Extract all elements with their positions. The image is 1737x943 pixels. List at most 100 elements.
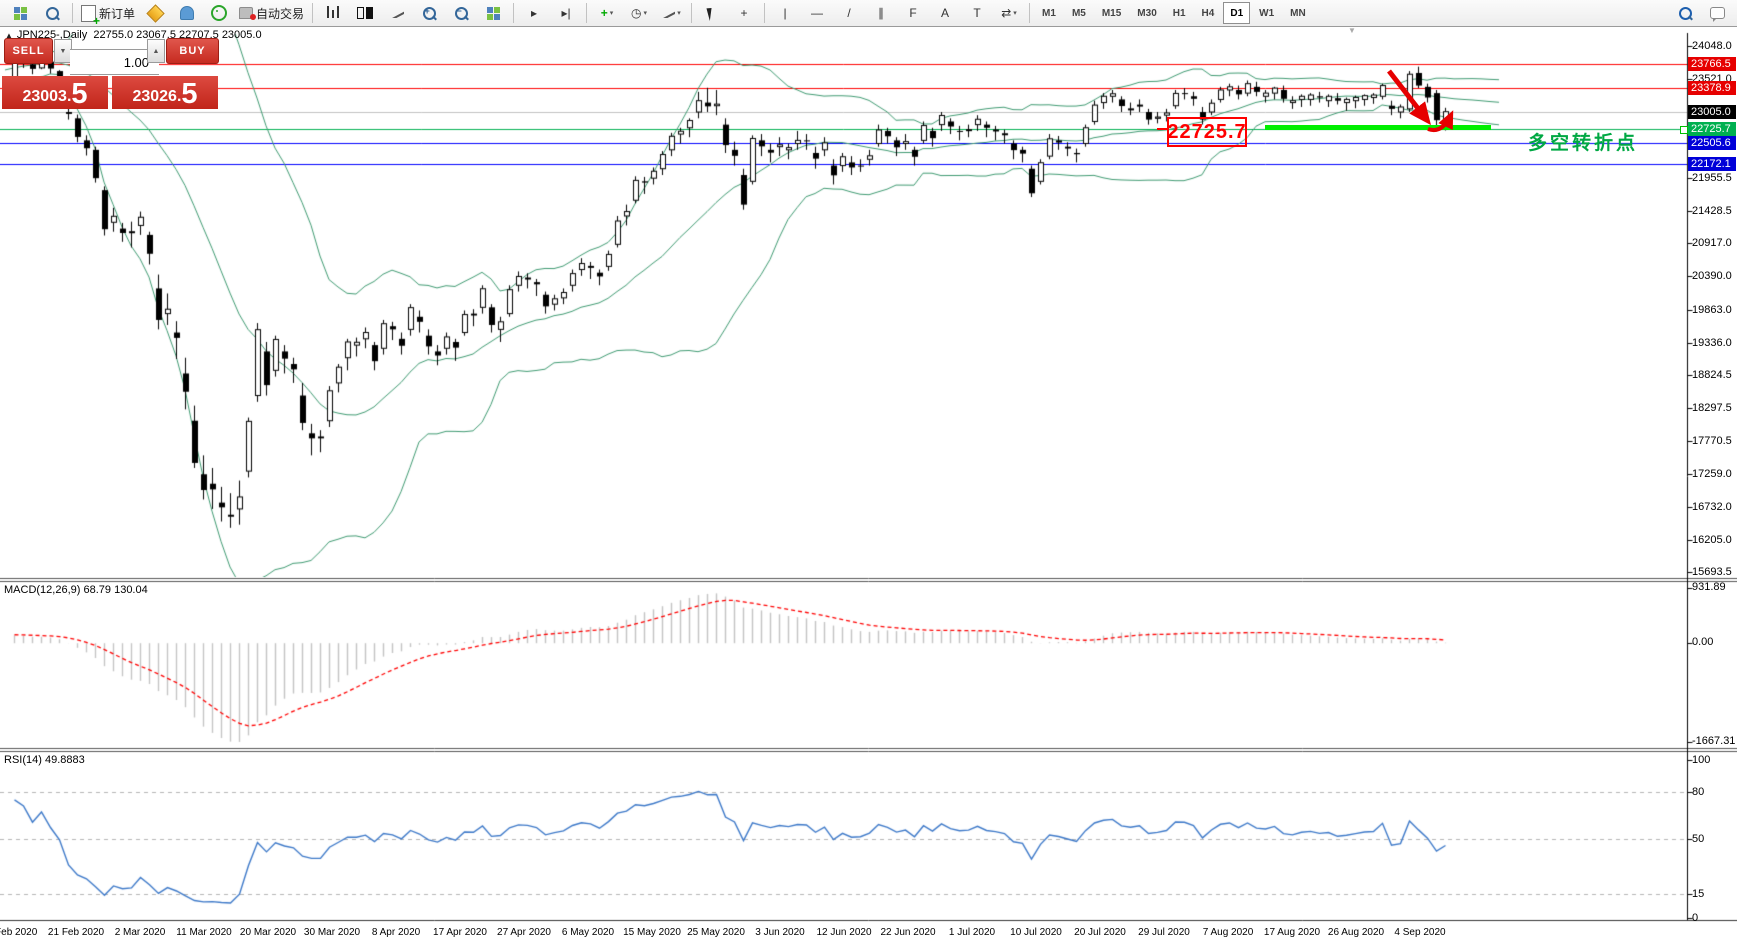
- date-axis-label: 21 Feb 2020: [47, 927, 105, 938]
- price-axis-tick: 17259.0: [1692, 467, 1732, 480]
- date-axis-label: 1 Jul 2020: [948, 927, 996, 938]
- macd-axis-min: -1667.31: [1692, 735, 1736, 747]
- price-axis-tick: 19863.0: [1692, 303, 1732, 316]
- date-axis-label: 12 Jun 2020: [816, 927, 872, 938]
- panel-collapse-icon[interactable]: ▲: [5, 31, 13, 40]
- trendline-button[interactable]: /: [834, 1, 864, 25]
- fibonacci-button[interactable]: F: [898, 1, 928, 25]
- date-axis-label: 8 Apr 2020: [371, 927, 421, 938]
- down-arrow: [1387, 69, 1431, 126]
- date-axis-label: 6 May 2020: [561, 927, 615, 938]
- clock-icon: ◷: [631, 6, 642, 20]
- autotrading-label: 自动交易: [256, 6, 305, 21]
- buy-button[interactable]: BUY: [166, 38, 219, 64]
- date-axis-label: 2 Feb 2020: [0, 927, 38, 938]
- buy-price-display[interactable]: 23026. 5: [112, 76, 218, 109]
- timeframe-M15[interactable]: M15: [1101, 7, 1122, 19]
- macd-axis-zero: 0.00: [1692, 636, 1714, 648]
- text-button[interactable]: A: [930, 1, 960, 25]
- toolbar-separator: [586, 3, 588, 23]
- chart-title-row: ▲ JPN225-,Daily 22755.0 23067.5 22707.5 2…: [5, 29, 262, 41]
- rsi-axis-tick: 50: [1692, 833, 1705, 845]
- tile-windows-button[interactable]: [478, 1, 508, 25]
- timeframe-D1[interactable]: D1: [1223, 2, 1251, 24]
- autotrading-icon: [239, 7, 257, 20]
- timeframe-H4[interactable]: H4: [1201, 7, 1215, 19]
- bar-chart-button[interactable]: [318, 1, 348, 25]
- cursor-icon: [706, 5, 719, 21]
- sell-price-big-digit: 5: [71, 78, 88, 110]
- vline-button[interactable]: |: [770, 1, 800, 25]
- chat-button[interactable]: [1702, 1, 1732, 25]
- text-icon: A: [941, 6, 950, 20]
- new-chart-button[interactable]: [5, 1, 35, 25]
- sell-price-display[interactable]: 23003. 5: [2, 76, 108, 109]
- indicators-button[interactable]: + ▾: [592, 1, 622, 25]
- rsi-value: 49.8883: [44, 754, 85, 766]
- new-order-button[interactable]: 新订单: [78, 1, 138, 26]
- horizontal-line-icon: —: [811, 6, 824, 20]
- sell-button[interactable]: SELL: [4, 38, 53, 64]
- line-chart-button[interactable]: [382, 1, 412, 25]
- price-axis-tick: 17770.5: [1692, 435, 1732, 448]
- chart-shift-button[interactable]: ▸|: [551, 1, 581, 25]
- metaeditor-button[interactable]: [140, 1, 170, 25]
- mql5-community-icon: [180, 6, 195, 20]
- mql5-button[interactable]: [172, 1, 202, 25]
- rsi-axis-tick: 80: [1692, 785, 1705, 798]
- volume-decrease-button[interactable]: ▼: [54, 39, 72, 63]
- dropdown-icon: ▾: [677, 10, 681, 17]
- zoom-in-button[interactable]: +: [414, 1, 444, 25]
- price-axis-tick: 16205.0: [1692, 534, 1732, 547]
- timeframe-group: M1 M5 M15 M30 H1 H4 D1 W1 MN: [1034, 2, 1314, 24]
- arrows-button[interactable]: ⇄ ▾: [994, 1, 1024, 25]
- toolbar: 新订单 自动交易 + − ▸ ▸| +▾ ◷▾ ▾ + | — / ∥ F A …: [0, 0, 1737, 27]
- text-label-button[interactable]: T: [962, 1, 992, 25]
- search-button[interactable]: [1670, 1, 1700, 25]
- price-chart-canvas[interactable]: [0, 28, 1737, 943]
- hline-button[interactable]: —: [802, 1, 832, 25]
- crosshair-button[interactable]: +: [729, 1, 759, 25]
- volume-input[interactable]: [70, 49, 159, 75]
- dropdown-icon: ▾: [643, 10, 648, 17]
- timeframe-MN[interactable]: MN: [1290, 7, 1306, 19]
- timeframe-M1[interactable]: M1: [1042, 7, 1056, 19]
- toolbar-separator: [312, 3, 314, 23]
- cursor-button[interactable]: [697, 1, 727, 25]
- price-axis-tick: 15693.5: [1692, 566, 1732, 579]
- trend-arrows-drawing[interactable]: [1370, 58, 1480, 158]
- zoom-out-button[interactable]: −: [446, 1, 476, 25]
- chart-shift-icon: ▸|: [561, 6, 571, 20]
- timeframe-H1[interactable]: H1: [1172, 7, 1186, 19]
- one-click-trading-panel: SELL ▼ ▲ BUY 23003.5 23026.5: [2, 38, 219, 109]
- price-note-connector: [1157, 128, 1167, 130]
- trendline-endpoint-marker[interactable]: [1680, 126, 1688, 134]
- line-chart-icon: [390, 8, 404, 18]
- volume-increase-button[interactable]: ▲: [147, 39, 165, 63]
- autotrading-button[interactable]: 自动交易: [236, 1, 307, 25]
- timeframe-M5[interactable]: M5: [1071, 7, 1086, 19]
- auto-scroll-button[interactable]: ▸: [519, 1, 549, 25]
- timeframe-W1[interactable]: W1: [1259, 7, 1275, 19]
- price-note-box[interactable]: 22725.7: [1167, 117, 1247, 147]
- support-highlight-line[interactable]: [1265, 125, 1491, 130]
- signals-button[interactable]: [204, 1, 234, 25]
- chart-shift-marker-icon[interactable]: ▼: [1348, 26, 1356, 35]
- date-axis-label: 10 Jul 2020: [1010, 927, 1062, 938]
- bar-chart-icon: [326, 5, 341, 21]
- buy-price-main: 23026: [132, 88, 177, 105]
- price-badge: 23378.9: [1688, 81, 1736, 96]
- fibonacci-icon: F: [909, 6, 917, 20]
- dropdown-icon: ▾: [609, 10, 614, 17]
- buy-price-big-digit: 5: [181, 78, 198, 110]
- timeframe-M30[interactable]: M30: [1137, 7, 1157, 19]
- periods-button[interactable]: ◷ ▾: [624, 1, 654, 25]
- rsi-axis-tick: 0: [1692, 912, 1699, 924]
- templates-button[interactable]: ▾: [656, 1, 686, 25]
- candle-chart-button[interactable]: [350, 1, 380, 25]
- profiles-button[interactable]: [37, 1, 67, 25]
- sell-price-main: 23003: [22, 88, 67, 105]
- channel-button[interactable]: ∥: [866, 1, 896, 25]
- rsi-axis-tick: 15: [1692, 888, 1705, 901]
- price-axis-tick: 20390.0: [1692, 270, 1732, 283]
